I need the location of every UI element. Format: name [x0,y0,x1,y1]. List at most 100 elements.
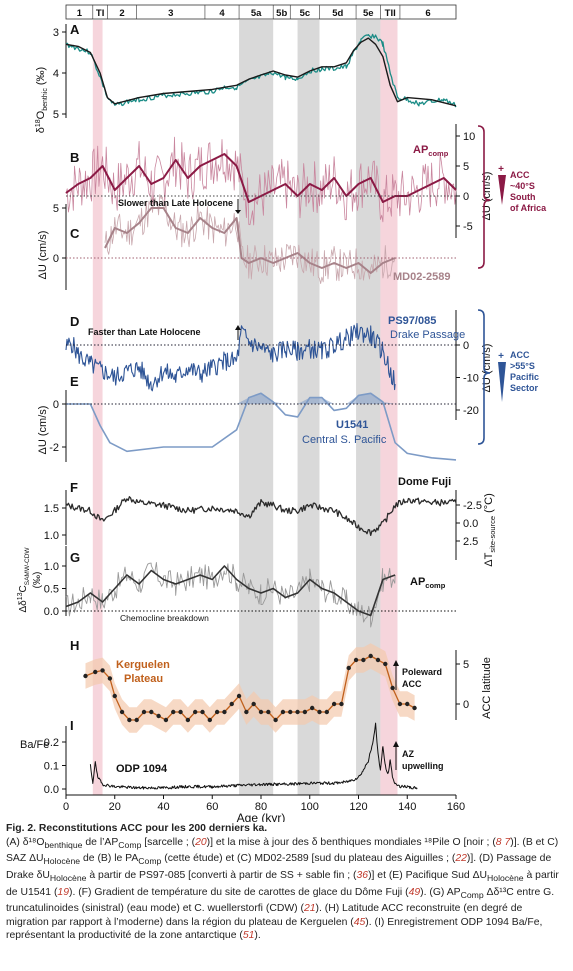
stage-label-5c: 5c [300,8,311,19]
acc40-wedge-icon [498,175,506,205]
kerguelen-point [361,657,366,663]
kerguelen-point [302,709,308,715]
az-label-2: upwelling [402,761,444,771]
drake-label: Drake Passage [390,329,465,341]
x-tick-label: 60 [206,801,218,813]
panel-letter-E: E [70,374,79,389]
kerguelen-point [368,653,373,659]
stage-label-TI: TI [96,8,104,19]
ps97-label: PS97/085 [388,315,436,327]
kerguelen-point [266,709,271,715]
panel-letter-C: C [70,226,80,241]
d18o-teal-curve [65,33,457,108]
dome-label: Dome Fuji [398,476,451,488]
kerguelen-point [295,709,300,715]
faster-arrowhead [235,325,241,330]
dome-fuji-curve [65,496,457,537]
caption-text: (A) δ¹⁸Obenthique de l’APComp [sarcelle … [6,836,559,942]
kerguelen-point [273,717,278,723]
stage-label-6: 6 [425,8,430,19]
kerguelen-point [127,717,132,723]
bc-right-axis-title: ΔU (cm/s) [481,172,493,221]
acc55-plus-icon: + [498,351,504,362]
kerguelen-point [258,709,264,715]
kerguelen-point [346,665,351,671]
e-left-axis-title: ΔU (cm/s) [37,406,49,455]
kerguelen-envelope [85,643,415,733]
stage-label-5a: 5a [251,8,262,19]
acc55-label-3: Pacific [510,372,539,382]
stage-label-2: 2 [119,8,124,19]
apcomp-raw-curve [65,136,457,226]
c-left-axis-title: ΔU (cm/s) [37,231,49,280]
kerguelen-point [375,657,381,663]
slower-arrowhead [235,210,241,214]
y-tick-label: 0.5 [44,584,59,596]
y-tick-label: -2 [49,442,59,454]
g-left-axis-title: Δδ13CSAMW-CDW [17,547,31,613]
acc55-label-4: Sector [510,383,539,393]
acc55-bracket [477,309,491,445]
kerguelen-point [214,709,220,715]
kerguelen-point [412,705,417,711]
pink-band-1 [380,20,398,795]
panel-letter-I: I [70,718,74,733]
x-tick-label: 40 [157,801,169,813]
y-tick-label: 10 [463,131,475,143]
stage-label-5d: 5d [332,8,343,19]
y-tick-label: -10 [463,373,479,385]
acc55-wedge-icon [498,362,506,402]
x-tick-label: 100 [301,801,319,813]
g-raw-curve [65,562,396,628]
kerguelen-point [83,673,88,679]
panel-letter-B: B [70,150,79,165]
kerguelen-point [229,701,234,707]
az-arrowhead [393,741,399,747]
kerguelen-point [390,685,395,691]
figure-caption: Fig. 2. Reconstitutions ACC pour les 200… [6,822,566,943]
x-tick-label: 80 [255,801,267,813]
y-tick-label: 5 [53,109,59,121]
curves [65,33,457,790]
y-tick-label: -2.5 [463,500,482,512]
y-tick-label: 0.0 [463,518,478,530]
x-tick-label: 20 [109,801,121,813]
kerguelen-point [288,709,293,715]
panel-letter-A: A [70,22,80,37]
apcomp-label-b: APcomp [413,144,449,158]
kerguelen-point [383,661,388,667]
y-tick-label: 0 [463,699,469,711]
y-tick-label: 0.1 [44,761,59,773]
acc40-label-2: ~40°S [510,181,535,191]
x-tick-label: 120 [349,801,367,813]
md-raw-curve [104,194,396,285]
acc40-label-4: of Africa [510,203,547,213]
kerguelen-point [119,709,125,715]
kerguelen-point [192,709,198,715]
y-tick-label: 5 [53,203,59,215]
y-tick-label: 0 [53,253,59,265]
odp-curve [89,722,418,790]
kerguelen-point [200,709,205,715]
acc40-label-3: South [510,192,536,202]
odp-label: ODP 1094 [116,763,168,775]
y-tick-label: 0 [53,399,59,411]
gray-band-0 [239,20,274,795]
y-tick-label: 0 [463,340,469,352]
pink-band-0 [92,20,103,795]
kerguelen-point [178,709,183,715]
poleward-label-1: Poleward [402,667,442,677]
g-left-axis-unit: (‰) [32,572,43,589]
kerguelen-point [397,701,403,707]
poleward-label-2: ACC [402,679,422,689]
kerguelen-label-1: Kerguelen [116,659,170,671]
panel-letter-H: H [70,638,79,653]
kerguelen-point [185,717,191,723]
apcomp-label-g: APcomp [410,576,446,590]
y-tick-label: 0.2 [44,737,59,749]
kerguelen-point [353,657,359,663]
faster-label: Faster than Late Holocene [88,327,201,337]
gray-band-1 [297,20,320,795]
y-tick-label: 0 [463,191,469,203]
slower-label: Slower than Late Holocene [118,198,233,208]
